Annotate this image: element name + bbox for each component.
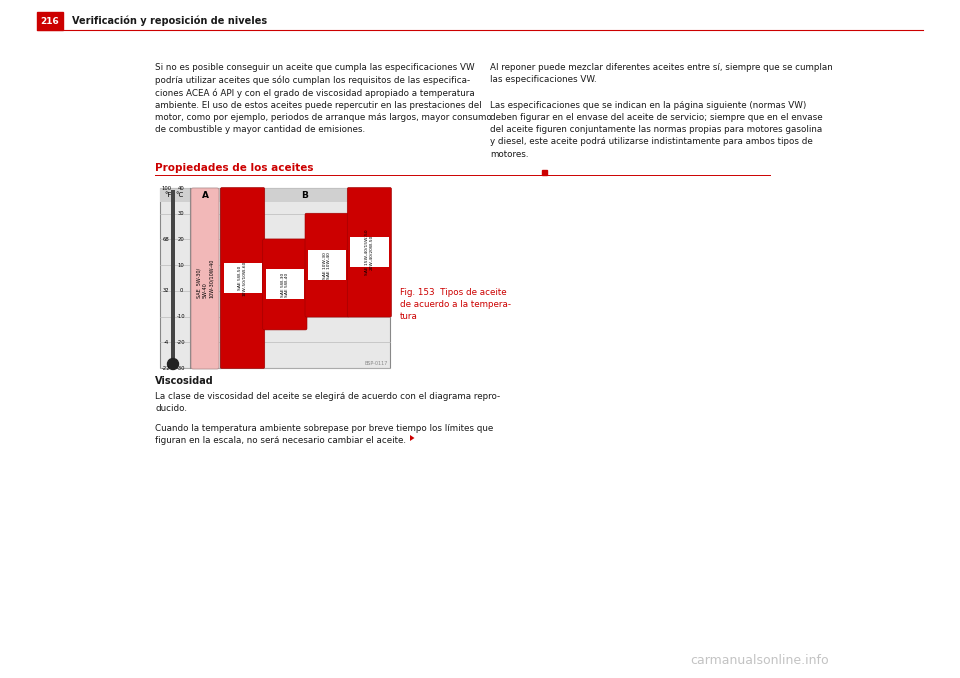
Text: 68: 68 <box>162 237 169 242</box>
Text: Fig. 153  Tipos de aceite
de acuerdo a la tempera-
tura: Fig. 153 Tipos de aceite de acuerdo a la… <box>400 288 511 321</box>
Circle shape <box>167 359 179 370</box>
Bar <box>542 170 547 175</box>
Text: carmanualsonline.info: carmanualsonline.info <box>690 654 829 666</box>
Text: 10: 10 <box>178 262 184 268</box>
Text: 30: 30 <box>178 212 184 216</box>
Text: 100: 100 <box>161 186 171 191</box>
Text: Las especificaciones que se indican en la página siguiente (normas VW)
deben fig: Las especificaciones que se indican en l… <box>490 101 823 159</box>
Polygon shape <box>410 435 415 441</box>
FancyBboxPatch shape <box>348 188 392 317</box>
Text: °F: °F <box>164 192 172 198</box>
Text: SAE  5W-30/
5W-40
10W-30/10W-40: SAE 5W-30/ 5W-40 10W-30/10W-40 <box>196 259 214 298</box>
Text: Propiedades de los aceites: Propiedades de los aceites <box>155 163 314 173</box>
Text: SAE 5W-50
10W-50/10W-60: SAE 5W-50 10W-50/10W-60 <box>238 260 247 296</box>
Bar <box>266 269 304 300</box>
Text: -30: -30 <box>177 365 185 370</box>
Bar <box>160 188 390 202</box>
Bar <box>171 190 175 361</box>
Text: -22: -22 <box>161 365 170 370</box>
Text: SAE 5W-30
SAE 5W-40: SAE 5W-30 SAE 5W-40 <box>280 273 289 296</box>
Text: 0: 0 <box>180 288 182 294</box>
Text: 40: 40 <box>178 186 184 191</box>
FancyBboxPatch shape <box>221 188 265 369</box>
Text: Verificación y reposición de niveles: Verificación y reposición de niveles <box>72 16 267 26</box>
Text: BSP-0117: BSP-0117 <box>365 361 388 366</box>
Text: °C: °C <box>176 192 184 198</box>
Text: La clase de viscosidad del aceite se elegirá de acuerdo con el diagrama repro-
d: La clase de viscosidad del aceite se ele… <box>155 392 500 413</box>
Text: 20: 20 <box>178 237 184 242</box>
Text: Cuando la temperatura ambiente sobrepase por breve tiempo los límites que
figura: Cuando la temperatura ambiente sobrepase… <box>155 424 493 445</box>
Bar <box>350 237 389 267</box>
Text: SAE 15W-40/15W-50
20W-40/20W-50: SAE 15W-40/15W-50 20W-40/20W-50 <box>365 229 373 275</box>
Text: Al reponer puede mezclar diferentes aceites entre sí, siempre que se cumplan
las: Al reponer puede mezclar diferentes acei… <box>490 63 832 84</box>
Text: Si no es posible conseguir un aceite que cumpla las especificaciones VW
podría u: Si no es posible conseguir un aceite que… <box>155 63 492 134</box>
FancyBboxPatch shape <box>305 213 349 317</box>
Text: 32: 32 <box>162 288 169 294</box>
Text: 216: 216 <box>40 16 60 26</box>
Bar <box>224 263 262 293</box>
Bar <box>308 250 347 280</box>
Text: SAE 10W-30
SAE 10W-40: SAE 10W-30 SAE 10W-40 <box>323 252 331 279</box>
Text: -20: -20 <box>177 340 185 345</box>
Text: A: A <box>202 191 208 199</box>
FancyBboxPatch shape <box>191 188 219 369</box>
Text: -10: -10 <box>177 314 185 319</box>
FancyBboxPatch shape <box>263 239 307 330</box>
Bar <box>160 188 390 368</box>
Bar <box>37 12 63 30</box>
Text: -4: -4 <box>163 340 169 345</box>
Text: Viscosidad: Viscosidad <box>155 376 214 386</box>
Text: B: B <box>301 191 308 199</box>
